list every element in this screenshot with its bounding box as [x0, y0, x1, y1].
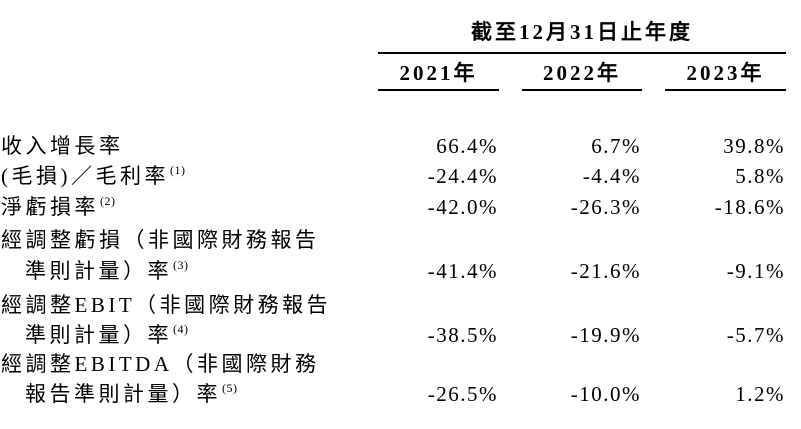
row-label: 經調整虧損（非國際財務報告: [1, 228, 320, 252]
table-row-adjusted-loss-line1: 經調整虧損（非國際財務報告: [0, 225, 801, 256]
cell-2021: 66.4%: [436, 134, 498, 158]
header-top-rule: [378, 52, 786, 54]
cell-2021: -38.5%: [427, 323, 498, 347]
year-header-2021: 2021年: [378, 57, 499, 91]
footnote-marker: (1): [170, 163, 186, 177]
row-label-continued: 報告準則計量）率(5): [0, 379, 238, 410]
table-row-gross-margin: (毛損)／毛利率(1) -24.4% -4.4% 5.8%: [0, 161, 801, 192]
cell-2023: -9.1%: [726, 259, 785, 283]
row-label: 經調整EBITDA（非國際財務: [1, 352, 320, 376]
cell-2022: -21.6%: [570, 259, 641, 283]
row-label-text: (毛損)／毛利率: [1, 164, 169, 188]
row-label-text: 報告準則計量）率: [25, 382, 221, 406]
footnote-marker: (2): [100, 194, 116, 208]
row-label-text: 準則計量）率: [25, 323, 172, 347]
row-label: 收入增長率: [0, 131, 125, 162]
cell-2023: 5.8%: [735, 164, 785, 188]
cell-2021: -41.4%: [427, 259, 498, 283]
table-row-adjusted-ebitda-line2: 報告準則計量）率(5) -26.5% -10.0% 1.2%: [0, 379, 801, 410]
cell-2021: -24.4%: [427, 164, 498, 188]
cell-2023: -5.7%: [726, 323, 785, 347]
table-row-adjusted-ebit-line1: 經調整EBIT（非國際財務報告: [0, 290, 801, 321]
row-label-text: 淨虧損率: [1, 195, 99, 219]
cell-2023: 39.8%: [723, 134, 785, 158]
table-row-net-loss-margin: 淨虧損率(2) -42.0% -26.3% -18.6%: [0, 192, 801, 223]
year-header-2023: 2023年: [665, 57, 786, 91]
row-label-text: 收入增長率: [1, 134, 124, 158]
cell-2022: -26.3%: [570, 195, 641, 219]
table-row-revenue-growth: 收入增長率 66.4% 6.7% 39.8%: [0, 131, 801, 162]
cell-2022: -10.0%: [570, 382, 641, 406]
cell-2021: -42.0%: [427, 195, 498, 219]
cell-2021: -26.5%: [427, 382, 498, 406]
period-title: 截至12月31日止年度: [471, 20, 693, 44]
table-row-adjusted-loss-line2: 準則計量）率(3) -41.4% -21.6% -9.1%: [0, 256, 801, 287]
row-label-text: 準則計量）率: [25, 259, 172, 283]
cell-2022: -4.4%: [582, 164, 641, 188]
year-header-2022: 2022年: [522, 57, 642, 91]
cell-2022: -19.9%: [570, 323, 641, 347]
footnote-marker: (3): [173, 258, 189, 272]
table-row-adjusted-ebit-line2: 準則計量）率(4) -38.5% -19.9% -5.7%: [0, 320, 801, 351]
row-label: (毛損)／毛利率(1): [0, 161, 186, 192]
row-label: 淨虧損率(2): [0, 192, 116, 223]
row-label-continued: 準則計量）率(3): [0, 256, 189, 287]
footnote-marker: (4): [173, 322, 189, 336]
cell-2022: 6.7%: [591, 134, 641, 158]
footnote-marker: (5): [222, 381, 238, 395]
row-label: 經調整EBIT（非國際財務報告: [1, 293, 332, 317]
cell-2023: 1.2%: [735, 382, 785, 406]
row-label-continued: 準則計量）率(4): [0, 320, 189, 351]
cell-2023: -18.6%: [714, 195, 785, 219]
table-row-adjusted-ebitda-line1: 經調整EBITDA（非國際財務: [0, 349, 801, 380]
